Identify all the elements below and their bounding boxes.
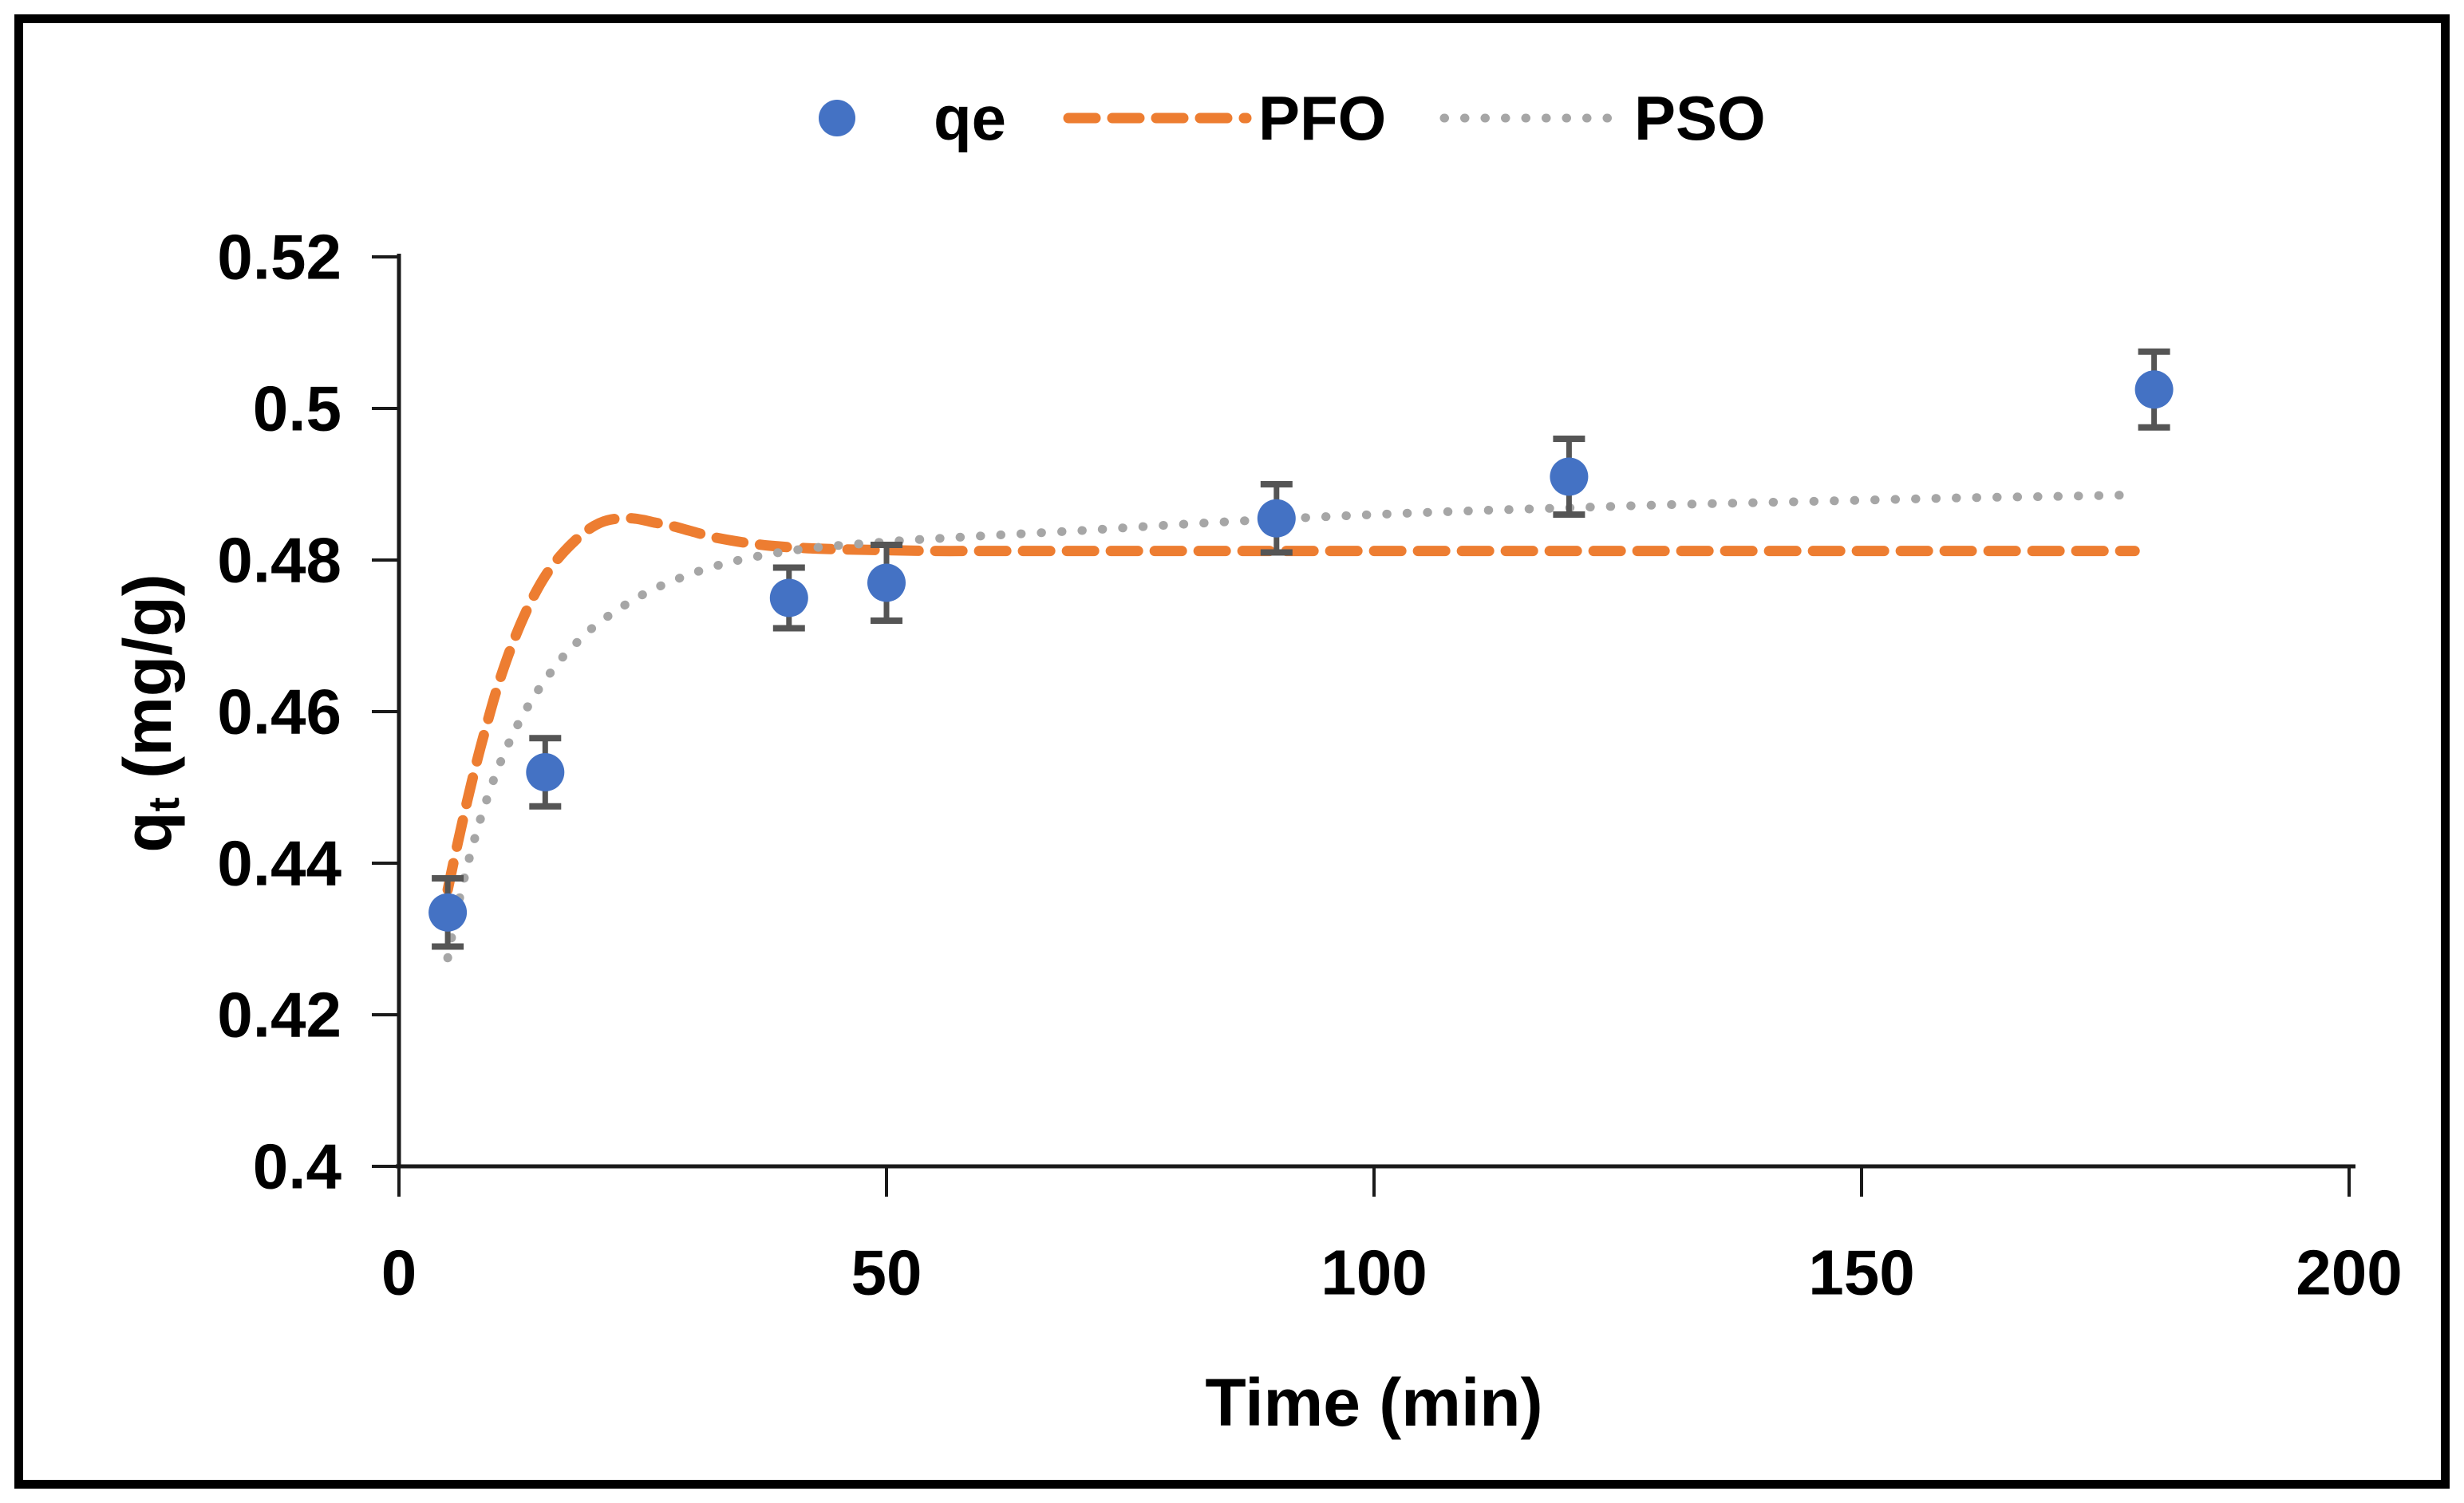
axes: 0.4 0.42 0.44 0.46 0.48 0.5 0.52 0 50 100 150 200 bbox=[217, 222, 2402, 1308]
data-point bbox=[1550, 457, 1589, 496]
x-tick-label: 0 bbox=[381, 1237, 417, 1308]
legend-label-qe: qe bbox=[934, 83, 1006, 153]
figure-border bbox=[14, 14, 2450, 1489]
data-point bbox=[1257, 499, 1296, 538]
data-point-group bbox=[867, 542, 906, 624]
data-point bbox=[769, 578, 808, 617]
data-point bbox=[526, 753, 565, 791]
y-tick-label: 0.5 bbox=[253, 373, 342, 444]
data-point-group bbox=[1257, 481, 1296, 556]
y-tick-label: 0.44 bbox=[217, 828, 342, 899]
x-tick-label: 50 bbox=[851, 1237, 922, 1308]
fit-curves bbox=[442, 490, 2140, 963]
data-point bbox=[2134, 370, 2174, 409]
data-point bbox=[428, 893, 468, 932]
data-point bbox=[867, 563, 906, 602]
data-point-group bbox=[769, 564, 808, 632]
x-axis-title: Time (min) bbox=[1205, 1365, 1542, 1440]
pso-curve bbox=[443, 490, 2139, 963]
x-tick-label: 200 bbox=[2296, 1237, 2402, 1308]
y-axis-title: qt (mg/g) bbox=[110, 574, 188, 852]
y-tick-label: 0.46 bbox=[217, 677, 342, 748]
y-tick-label: 0.4 bbox=[253, 1131, 342, 1202]
data-point-group bbox=[1550, 436, 1589, 518]
y-tick-label: 0.42 bbox=[217, 980, 342, 1051]
legend: qe PFO PSO bbox=[819, 83, 1766, 153]
legend-marker-qe-icon bbox=[819, 100, 855, 136]
y-tick-label: 0.48 bbox=[217, 525, 342, 596]
data-point-group bbox=[526, 735, 565, 810]
x-tick-label: 100 bbox=[1321, 1237, 1427, 1308]
data-point-group bbox=[428, 875, 468, 950]
legend-label-pso: PSO bbox=[1634, 83, 1766, 153]
data-point-group bbox=[2134, 348, 2174, 431]
pfo-curve bbox=[442, 513, 2140, 895]
y-axis-ticks: 0.4 0.42 0.44 0.46 0.48 0.5 0.52 bbox=[217, 222, 399, 1202]
y-tick-label: 0.52 bbox=[217, 222, 342, 293]
legend-label-pfo: PFO bbox=[1258, 83, 1386, 153]
x-tick-label: 150 bbox=[1808, 1237, 1914, 1308]
data-points bbox=[428, 348, 2174, 950]
x-axis-ticks: 0 50 100 150 200 bbox=[381, 1166, 2403, 1308]
